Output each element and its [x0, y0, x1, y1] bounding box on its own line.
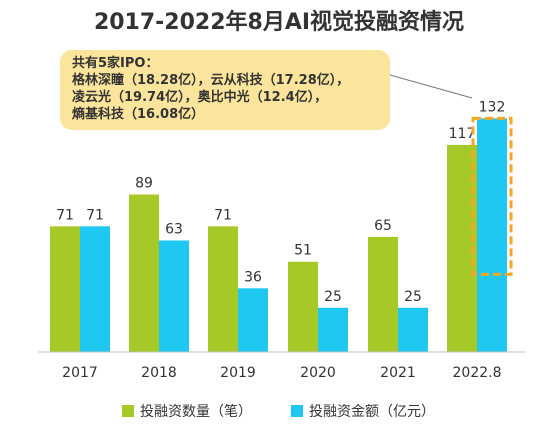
value-label-amount-2018: 63: [165, 221, 183, 237]
annotation-box: [60, 50, 390, 130]
bar-amount-2021: [398, 307, 428, 352]
x-tick-2017: 2017: [62, 365, 98, 381]
annotation-line-3: 凌云光（19.74亿），奥比中光（12.4亿），: [72, 89, 327, 105]
value-label-count-2022.8: 117: [449, 126, 476, 142]
value-label-amount-2017: 71: [86, 207, 104, 223]
bar-count-2019: [208, 226, 238, 352]
legend-swatch-amount: [291, 405, 303, 417]
value-label-count-2020: 51: [294, 243, 312, 259]
annotation-pointer-line: [389, 74, 473, 99]
bar-amount-2018: [159, 240, 189, 352]
x-tick-labels: 2017 2018 2019 2020 2021 2022.8: [62, 365, 501, 381]
legend-label-amount: 投融资金额（亿元）: [309, 404, 435, 420]
x-tick-2022.8: 2022.8: [453, 365, 502, 381]
value-label-count-2018: 89: [135, 175, 153, 191]
bar-amount-2022.8: [477, 118, 507, 352]
x-tick-2020: 2020: [300, 365, 336, 381]
value-label-count-2019: 71: [214, 207, 232, 223]
legend-label-count: 投融资数量（笔）: [140, 404, 252, 420]
bar-count-2021: [368, 236, 398, 352]
value-label-amount-2021: 25: [404, 289, 422, 305]
bar-count-2018: [129, 194, 159, 352]
bar-amount-2019: [238, 288, 268, 352]
bar-amount-2017: [80, 226, 110, 352]
annotation-line-1: 共有5家IPO：: [72, 55, 158, 71]
legend-swatch-count: [122, 405, 134, 417]
x-tick-2019: 2019: [220, 365, 256, 381]
value-label-count-2017: 71: [56, 207, 74, 223]
annotation-line-2: 格林深瞳（18.28亿），云从科技（17.28亿），: [72, 72, 349, 88]
value-label-amount-2019: 36: [244, 269, 262, 285]
highlight-box: [471, 116, 513, 276]
annotation-line-4: 熵基科技（16.08亿）: [71, 106, 204, 122]
chart-title: 2017-2022年8月AI视觉投融资情况: [94, 9, 464, 35]
bars-group: [50, 118, 507, 352]
bar-count-2017: [50, 226, 80, 352]
value-label-count-2021: 65: [374, 218, 392, 234]
legend: 投融资数量（笔） 投融资金额（亿元）: [122, 404, 435, 420]
bar-count-2020: [288, 261, 318, 352]
annotation-callout: 共有5家IPO： 格林深瞳（18.28亿），云从科技（17.28亿）， 凌云光（…: [60, 50, 473, 130]
value-label-amount-2022.8: 132: [479, 99, 506, 115]
bar-amount-2020: [318, 307, 348, 352]
x-tick-2018: 2018: [141, 365, 177, 381]
value-label-amount-2020: 25: [324, 289, 342, 305]
x-tick-2021: 2021: [380, 365, 416, 381]
